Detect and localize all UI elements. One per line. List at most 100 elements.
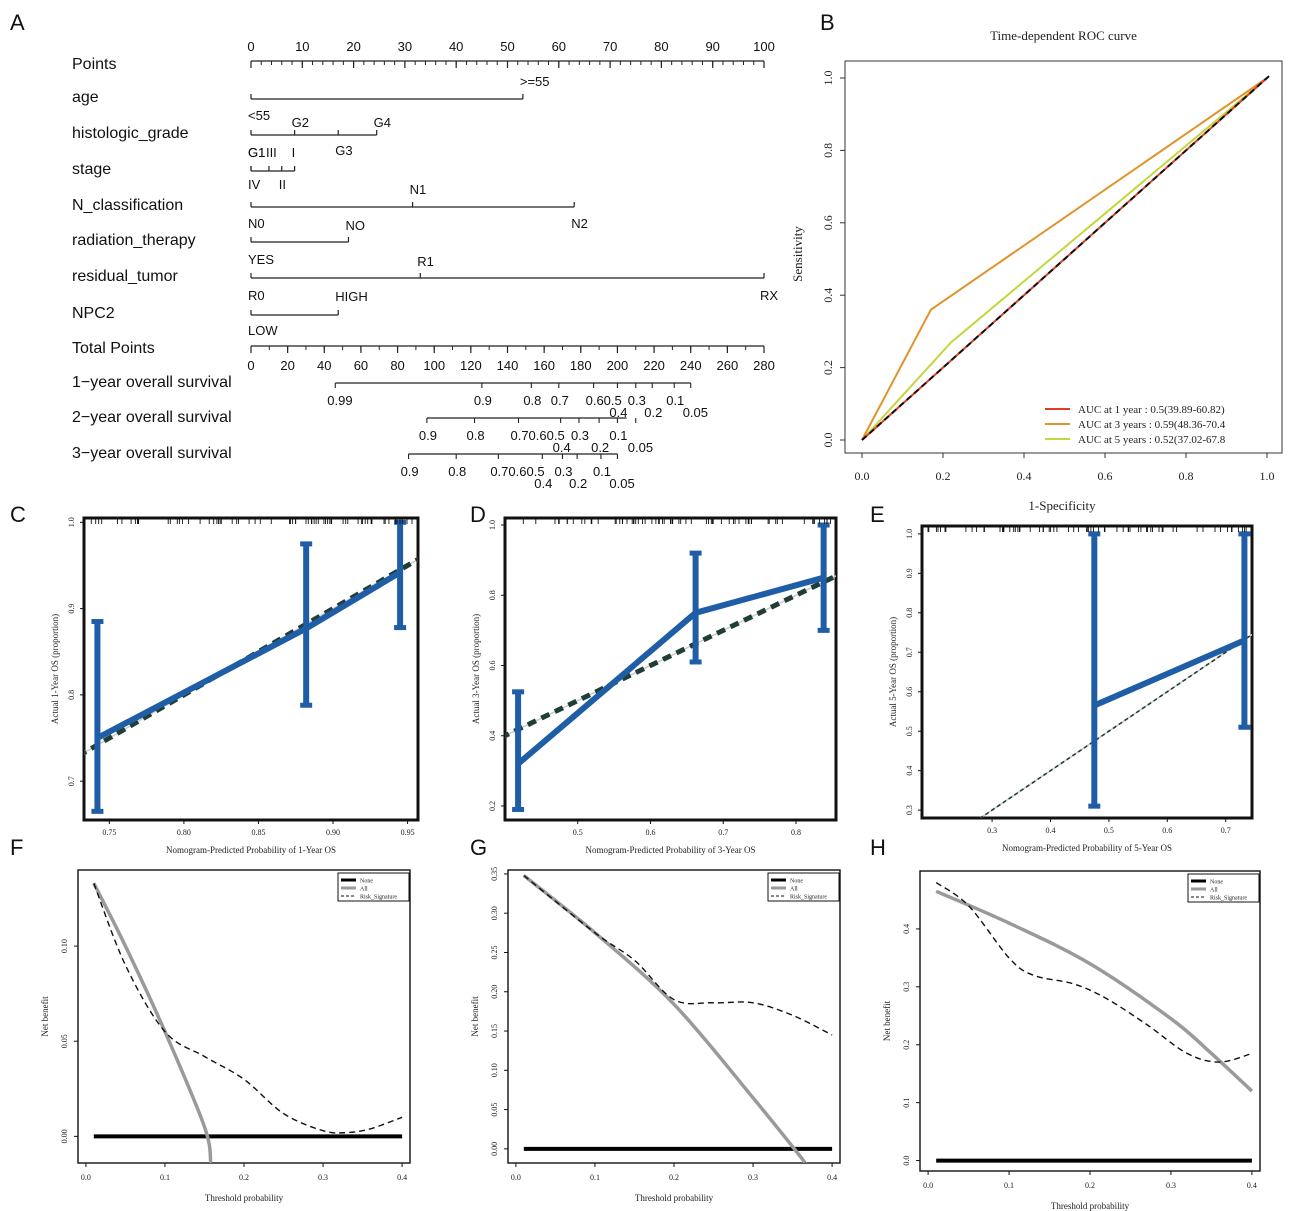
level-label: II xyxy=(279,177,286,192)
y-tick-label: 0.35 xyxy=(490,867,499,881)
scale-tick-label: 80 xyxy=(390,358,404,373)
scale-tick-label: 90 xyxy=(705,39,719,54)
level-label: G1 xyxy=(248,145,265,160)
x-tick-label: 1.0 xyxy=(1260,469,1275,483)
row-label: residual_tumor xyxy=(72,268,179,285)
level-label: G1 xyxy=(248,145,265,160)
level-label: IV xyxy=(248,177,261,192)
level-label: <55 xyxy=(248,108,270,123)
y-tick-label: 1.0 xyxy=(488,520,497,530)
scale-tick-label: 140 xyxy=(497,358,519,373)
scale-tick-label: 70 xyxy=(603,39,617,54)
row-label: histologic_grade xyxy=(72,125,189,142)
level-label: N2 xyxy=(571,216,588,231)
roc-x-label: 1-Specificity xyxy=(1028,498,1096,513)
y-tick-label: 0.6 xyxy=(821,215,835,230)
x-tick-label: 0.1 xyxy=(1004,1181,1014,1190)
scale-tick-label: 60 xyxy=(354,358,368,373)
x-tick-label: 0.3 xyxy=(987,826,997,835)
x-tick-label: 0.75 xyxy=(102,828,116,837)
scale-tick-label: 220 xyxy=(643,358,665,373)
roc-panel: Time-dependent ROC curve 1-Specificity Sen… xyxy=(790,28,1283,513)
panel-letter-h: H xyxy=(870,835,886,860)
scale-tick-label: 260 xyxy=(717,358,739,373)
level-label: N0 xyxy=(248,216,265,231)
y-tick-label: 0.30 xyxy=(490,906,499,920)
survival-tick-label: 0.9 xyxy=(419,428,437,443)
scale-tick-label: 40 xyxy=(317,358,331,373)
survival-tick-label: 0.7 xyxy=(551,393,569,408)
legend-box xyxy=(1187,873,1260,903)
calibration-3-year-panel: 0.5 0.6 0.7 0.8 0.2 0.4 0.6 0.8 1.0 Nomogram-Pred… xyxy=(471,516,838,855)
legend-entry: All xyxy=(1210,888,1218,894)
scale-tick-label: 80 xyxy=(654,39,668,54)
y-axis-label: Actual 3-Year OS (proportion) xyxy=(471,614,481,724)
survival-tick-label: 0.1 xyxy=(666,393,684,408)
scale-tick-label: 0 xyxy=(247,39,254,54)
legend-entry: AUC at 1 year : 0.5(39.89-60.82) xyxy=(1078,404,1225,416)
survival-tick-label: 0.4 xyxy=(553,440,571,455)
calibration-1-year-panel: 0.75 0.80 0.85 0.90 0.95 0.7 0.8 0.9 1.0 Nomogram… xyxy=(50,516,420,855)
legend-entry: All xyxy=(360,887,368,893)
panel-letter-b: B xyxy=(820,10,835,35)
scale-tick-label: 30 xyxy=(398,39,412,54)
survival-tick-label: 0.8 xyxy=(467,428,485,443)
scale-tick-label: 100 xyxy=(423,358,445,373)
row-label: 1−year overall survival xyxy=(72,374,232,391)
legend-entry: None xyxy=(1210,880,1223,886)
y-tick-label: 0.3 xyxy=(902,982,911,992)
row-label: radiation_therapy xyxy=(72,232,196,249)
y-tick-label: 0.1 xyxy=(902,1098,911,1108)
level-label: N1 xyxy=(410,182,427,197)
survival-tick-label: 0.2 xyxy=(644,405,662,420)
scale-tick-label: 40 xyxy=(449,39,463,54)
x-tick-label: 0.5 xyxy=(573,828,583,837)
y-tick-label: 0.8 xyxy=(905,608,914,618)
panel-letters: A B C D E F G H xyxy=(10,10,886,860)
roc-curve xyxy=(861,77,1268,441)
x-tick-label: 0.8 xyxy=(791,828,801,837)
level-label: HIGH xyxy=(335,289,368,304)
level-label: G3 xyxy=(335,143,352,158)
risk-signature-curve xyxy=(93,883,403,1134)
x-tick-label: 0.4 xyxy=(827,1173,837,1182)
y-axis-label: Net benefit xyxy=(882,1000,892,1041)
y-tick-label: 0.0 xyxy=(902,1156,911,1166)
calibration-5-year-panel: 0.3 0.4 0.5 0.6 0.7 0.3 0.4 0.5 0.6 0.7 0.8 0.9 1.0 N… xyxy=(888,524,1254,853)
y-tick-label: 0.6 xyxy=(905,687,914,697)
level-label: G2 xyxy=(292,115,309,130)
y-tick-label: 1.0 xyxy=(905,529,914,539)
level-label: YES xyxy=(248,252,274,267)
x-tick-label: 0.0 xyxy=(81,1173,91,1182)
x-axis-label: Threshold probability xyxy=(1051,1201,1130,1211)
y-tick-label: 0.05 xyxy=(60,1034,69,1048)
plot-frame xyxy=(920,524,1254,820)
scale-tick-label: 160 xyxy=(533,358,555,373)
x-tick-label: 0.4 xyxy=(1017,469,1032,483)
y-tick-label: 0.05 xyxy=(490,1103,499,1117)
dca-panel-g: 0.0 0.1 0.2 0.3 0.4 0.00 0.05 0.10 0.15 0.20 0.25 0… xyxy=(470,867,841,1203)
survival-tick-label: 0.8 xyxy=(448,464,466,479)
row-label: Points xyxy=(72,56,116,73)
x-tick-label: 0.7 xyxy=(1221,826,1231,835)
dca-panel-f: 0.0 0.1 0.2 0.3 0.4 0.00 0.05 0.10 Threshold pro… xyxy=(40,869,411,1203)
nomogram-panel: Points 0 10 20 30 40 50 60 70 80 90 100 age <55 >=55 hi… xyxy=(72,39,778,491)
level-label: G4 xyxy=(374,115,391,130)
calibration-curve xyxy=(1093,637,1246,709)
y-tick-label: 0.10 xyxy=(60,939,69,953)
y-tick-label: 0.4 xyxy=(488,731,497,741)
level-label: R1 xyxy=(417,254,434,269)
y-tick-label: 0.7 xyxy=(67,776,76,786)
x-axis-label: Nomogram-Predicted Probability of 5-Year… xyxy=(1002,843,1172,853)
y-tick-label: 0.5 xyxy=(905,726,914,736)
risk-signature-curve xyxy=(935,882,1253,1063)
scale-tick-label: 180 xyxy=(570,358,592,373)
x-tick-label: 0.8 xyxy=(1179,469,1194,483)
plot-area xyxy=(84,519,418,814)
roc-curve xyxy=(861,77,1268,441)
survival-tick-label: 0.3 xyxy=(628,393,646,408)
dca-panel-h: 0.0 0.1 0.2 0.3 0.4 0.0 0.1 0.2 0.3 0.4 Threshold … xyxy=(882,870,1261,1211)
scale-tick-label: 20 xyxy=(346,39,360,54)
x-tick-label: 0.85 xyxy=(251,828,265,837)
